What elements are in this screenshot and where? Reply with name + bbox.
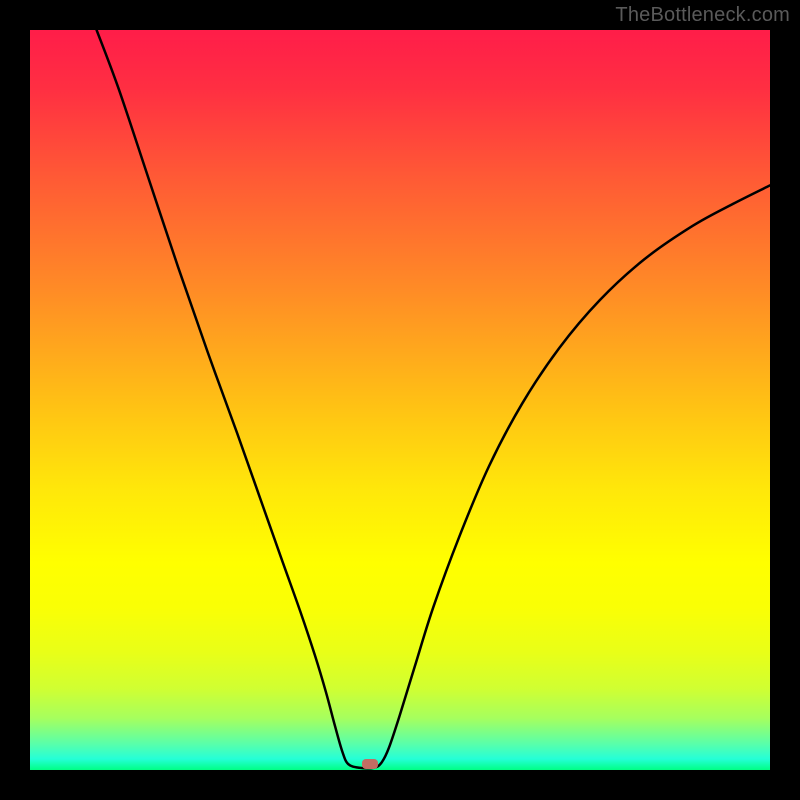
chart-plot-area [30,30,770,770]
chart-curve [30,30,770,770]
watermark-text: TheBottleneck.com [615,4,790,27]
curve-minimum-marker [362,759,378,769]
